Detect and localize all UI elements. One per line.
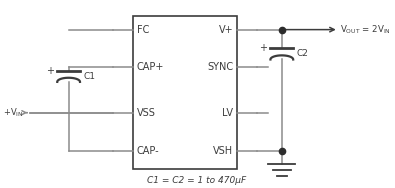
Text: FC: FC (137, 25, 149, 35)
Text: VSH: VSH (213, 146, 233, 156)
Text: CAP-: CAP- (137, 146, 160, 156)
Text: VSS: VSS (137, 108, 156, 118)
Text: C1: C1 (84, 72, 96, 81)
Text: C1 = C2 = 1 to 470μF: C1 = C2 = 1 to 470μF (147, 176, 246, 185)
Text: CAP+: CAP+ (137, 62, 164, 72)
Text: V$_{\mathregular{OUT}}$ = 2V$_{\mathregular{IN}}$: V$_{\mathregular{OUT}}$ = 2V$_{\mathregu… (340, 23, 391, 36)
Text: LV: LV (222, 108, 233, 118)
FancyBboxPatch shape (133, 16, 237, 169)
Text: V+: V+ (218, 25, 233, 35)
Text: +: + (46, 66, 54, 76)
Text: SYNC: SYNC (207, 62, 233, 72)
Text: +: + (259, 43, 267, 53)
Text: C2: C2 (297, 49, 308, 58)
Text: +V$_{\mathregular{IN}}$: +V$_{\mathregular{IN}}$ (3, 106, 23, 119)
